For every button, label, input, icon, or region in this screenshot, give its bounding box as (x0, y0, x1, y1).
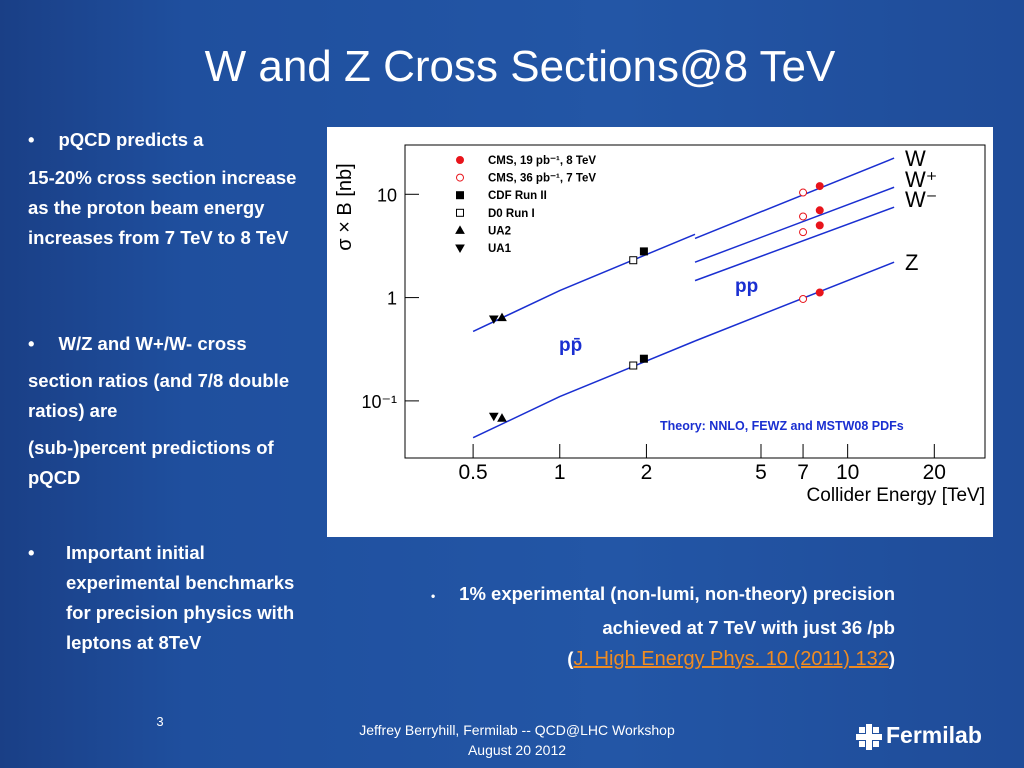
x-tick-label: 0.5 (459, 461, 488, 484)
data-point (639, 354, 648, 363)
page-number: 3 (156, 714, 164, 729)
y-tick-label: 1 (387, 289, 397, 309)
legend-marker (456, 173, 464, 182)
bullet-text: pQCD predicts a (58, 129, 204, 150)
logo-icon (856, 724, 882, 750)
annotation: W (905, 146, 926, 171)
bullet-text: 1% experimental (non-lumi, non-theory) p… (459, 583, 895, 638)
theory-curve (472, 340, 696, 439)
paragraph: (sub-)percent predictions of pQCD (28, 437, 274, 488)
x-tick-label: 1 (554, 461, 566, 484)
footer-line: August 20 2012 (467, 742, 567, 758)
legend-label: UA2 (488, 225, 511, 237)
paren: ( (567, 648, 574, 669)
annotation: pp̄ (559, 335, 582, 356)
annotation: W⁻ (905, 187, 937, 212)
y-tick-label: 10⁻¹ (361, 392, 397, 412)
x-axis-label: Collider Energy [TeV] (807, 485, 985, 506)
bullet: • W/Z and W+/W- cross (28, 333, 247, 354)
data-point (488, 412, 499, 422)
plot-frame (404, 144, 986, 459)
y-axis-label: σ × B [nb] (334, 163, 356, 250)
legend-label: D0 Run I (488, 208, 535, 220)
x-tick-label: 2 (641, 461, 653, 484)
slide-title: W and Z Cross Sections@8 TeV (204, 42, 836, 91)
data-point (815, 182, 824, 191)
data-point (497, 312, 507, 322)
y-tick-label: 10 (377, 185, 397, 205)
x-tick-label: 10 (836, 461, 859, 484)
legend-label: UA1 (488, 243, 512, 255)
legend-marker (455, 225, 465, 234)
data-point (488, 315, 499, 325)
annotation: W⁺ (905, 167, 937, 192)
data-point (799, 212, 808, 221)
data-point (799, 188, 808, 197)
theory-curve (694, 206, 895, 282)
data-point (639, 247, 648, 256)
bullet: • pQCD predicts a (28, 129, 204, 150)
paren: ) (888, 648, 895, 669)
legend-label: CMS, 36 pb⁻¹, 7 TeV (488, 173, 596, 185)
footer-line: Jeffrey Berryhill, Fermilab -- QCD@LHC W… (359, 722, 675, 738)
paragraph: 15-20% cross section increase as the pro… (28, 167, 297, 248)
legend-marker (455, 244, 465, 254)
data-point (629, 361, 638, 370)
theory-curve (694, 261, 895, 342)
data-point (629, 256, 638, 265)
data-point (815, 206, 824, 215)
annotation: Z (905, 250, 918, 275)
chart: σ × B [nb] Collider Energy [TeV] 10⁻¹110… (334, 144, 986, 506)
chart-panel: σ × B [nb] Collider Energy [TeV] 10⁻¹ 1 10… (327, 127, 993, 537)
bullet: • Important initial experimental benchmar… (28, 538, 313, 658)
footer: Jeffrey Berryhill, Fermilab -- QCD@LHC W… (300, 720, 734, 760)
legend-marker (456, 191, 464, 200)
legend-marker (456, 208, 464, 217)
logo: Fermilab (856, 722, 996, 752)
legend-label: CMS, 19 pb⁻¹, 8 TeV (488, 155, 596, 167)
x-tick-label: 5 (755, 461, 767, 484)
data-point (799, 228, 808, 237)
data-point (497, 413, 507, 422)
annotation: Theory: NNLO, FEWZ and MSTW08 PDFs (660, 419, 904, 433)
right-bullet: • 1% experimental (non-lumi, non-theory) … (430, 583, 895, 670)
x-tick-label: 20 (923, 461, 946, 484)
paragraph: section ratios (and 7/8 double ratios) a… (28, 370, 290, 421)
x-tick-label: 7 (797, 461, 809, 484)
reference-link[interactable]: J. High Energy Phys. 10 (2011) 132 (573, 648, 889, 670)
theory-curve (694, 157, 895, 240)
legend-marker (456, 156, 464, 164)
data-point (815, 221, 824, 230)
theory-curve (694, 186, 895, 263)
annotation: pp (735, 276, 758, 297)
bullet-text: W/Z and W+/W- cross (58, 333, 247, 354)
bullet-text: Important initial experimental benchmark… (66, 542, 295, 653)
data-point (799, 294, 808, 303)
data-point (815, 288, 824, 297)
logo-text: Fermilab (886, 722, 982, 748)
legend-label: CDF Run II (488, 190, 547, 202)
